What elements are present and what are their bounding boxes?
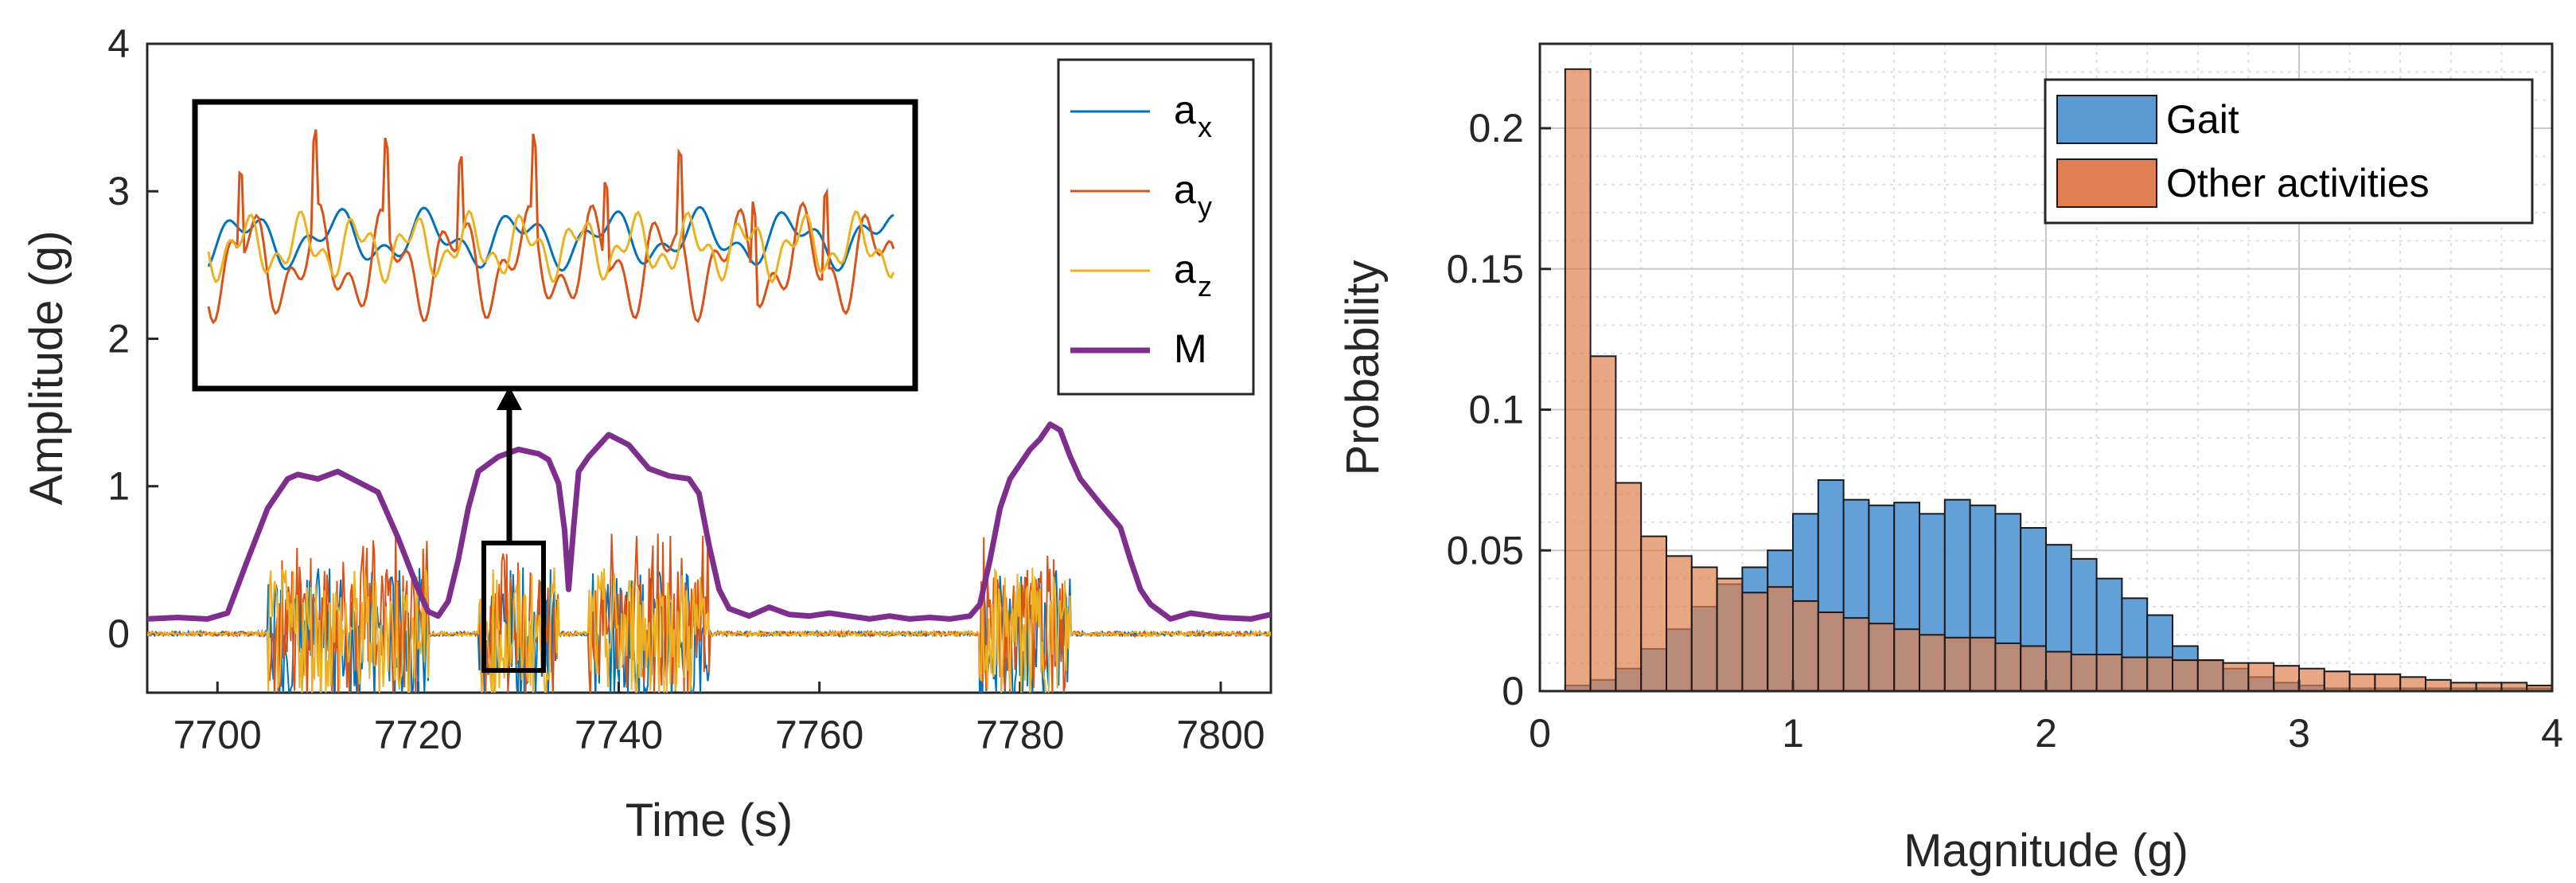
bar-other: [1564, 68, 1592, 692]
bar-other: [2146, 656, 2173, 692]
left-y-tick-label: 3: [107, 169, 130, 213]
legend-swatch-gait: [2056, 95, 2157, 144]
bar-other: [2121, 656, 2149, 692]
left-y-tick-label: 2: [107, 316, 130, 361]
bar-other: [1943, 636, 1971, 692]
bar-other: [2045, 651, 2072, 693]
inset-line-ay: [207, 129, 895, 325]
bar-other: [2323, 670, 2351, 693]
legend-label-M: M: [1174, 326, 1207, 371]
series-line-M: [147, 421, 1271, 622]
legend-label-z: a: [1174, 247, 1196, 291]
right-x-axis-label: Magnitude (g): [1904, 825, 2188, 877]
right-y-tick-label: 0.2: [1468, 106, 1524, 150]
inset-line-ax: [207, 205, 894, 272]
left-x-tick-label: 7700: [173, 713, 262, 757]
right-x-tick-label: 4: [2541, 711, 2563, 756]
bar-other: [2247, 662, 2275, 692]
bar-other: [1767, 586, 1794, 693]
left-y-tick-label: 1: [107, 464, 130, 509]
bar-other: [2475, 682, 2503, 692]
bar-other: [2020, 645, 2047, 693]
right-y-tick-label: 0.15: [1447, 247, 1524, 291]
zoom-region-box: [481, 541, 546, 673]
right-x-tick-label: 0: [1529, 711, 1551, 756]
histogram-chart: 0 0.05 0.1 0.15 0.2 0 1 2 3 4 Magnitude (g) Prob…: [1337, 42, 2563, 877]
series-line-az: [147, 567, 1271, 693]
right-x-tick-label: 1: [1782, 711, 1804, 756]
bar-other: [2500, 682, 2528, 692]
bar-other: [1868, 623, 1896, 693]
bar-other: [1716, 577, 1744, 693]
bar-other: [1792, 600, 1819, 693]
bar-other: [2070, 654, 2098, 693]
bar-other: [2298, 667, 2325, 693]
left-x-axis-label: Time (s): [625, 795, 793, 846]
left-x-tick-label: 7760: [775, 713, 863, 757]
legend-sub-x: x: [1198, 111, 1212, 143]
bar-other: [1817, 611, 1845, 692]
left-x-tick-label: 7800: [1176, 713, 1265, 757]
right-x-tick-label: 2: [2035, 711, 2057, 756]
bar-other: [1589, 355, 1617, 692]
left-x-tick-label: 7780: [976, 713, 1064, 757]
bar-other: [2374, 673, 2402, 693]
bar-other: [1994, 642, 2022, 692]
left-x-tick-label: 7740: [575, 713, 663, 757]
bar-other: [2095, 654, 2123, 693]
legend-label-other: Other activities: [2166, 161, 2430, 205]
bar-other: [1615, 482, 1643, 692]
bar-other: [1842, 617, 1870, 692]
right-y-tick-label: 0.05: [1447, 528, 1524, 572]
left-x-tick-label: 7720: [374, 713, 462, 757]
right-y-tick-label: 0: [1502, 669, 1524, 713]
bar-other: [1690, 566, 1718, 692]
legend-label-x: a: [1174, 88, 1196, 132]
right-legend: Gait Other activities: [2044, 78, 2534, 225]
legend-label-gait: Gait: [2166, 97, 2239, 142]
left-y-axis-label: Amplitude (g): [21, 231, 72, 506]
bar-other: [2348, 673, 2376, 693]
right-y-axis-label: Probability: [1337, 260, 1389, 476]
legend-sub-z: z: [1198, 270, 1212, 303]
bar-other: [1893, 628, 1920, 693]
bar-other: [2172, 659, 2199, 692]
left-y-tick-label: 4: [107, 21, 130, 66]
zoom-inset: [192, 99, 918, 392]
left-legend: a xa ya zM: [1057, 58, 1255, 396]
inset-line-az: [207, 209, 895, 285]
bar-other: [1640, 535, 1667, 693]
bar-other: [1741, 592, 1769, 692]
right-y-tick-label: 0.1: [1468, 388, 1524, 432]
right-x-tick-label: 3: [2288, 711, 2310, 756]
bar-other: [1969, 636, 1997, 692]
bar-other: [2449, 682, 2477, 692]
bar-other: [2425, 678, 2452, 692]
zoom-arrow-head: [497, 386, 522, 410]
bar-other: [2196, 659, 2224, 692]
bar-other: [2222, 662, 2250, 692]
left-y-tick-label: 0: [107, 611, 130, 656]
bar-other: [2273, 665, 2300, 692]
legend-swatch-other: [2056, 158, 2157, 208]
bar-other: [2399, 676, 2426, 693]
bar-other: [1666, 555, 1693, 693]
legend-label-y: a: [1174, 167, 1196, 212]
bar-other: [1919, 634, 1946, 692]
legend-sub-y: y: [1198, 190, 1212, 223]
